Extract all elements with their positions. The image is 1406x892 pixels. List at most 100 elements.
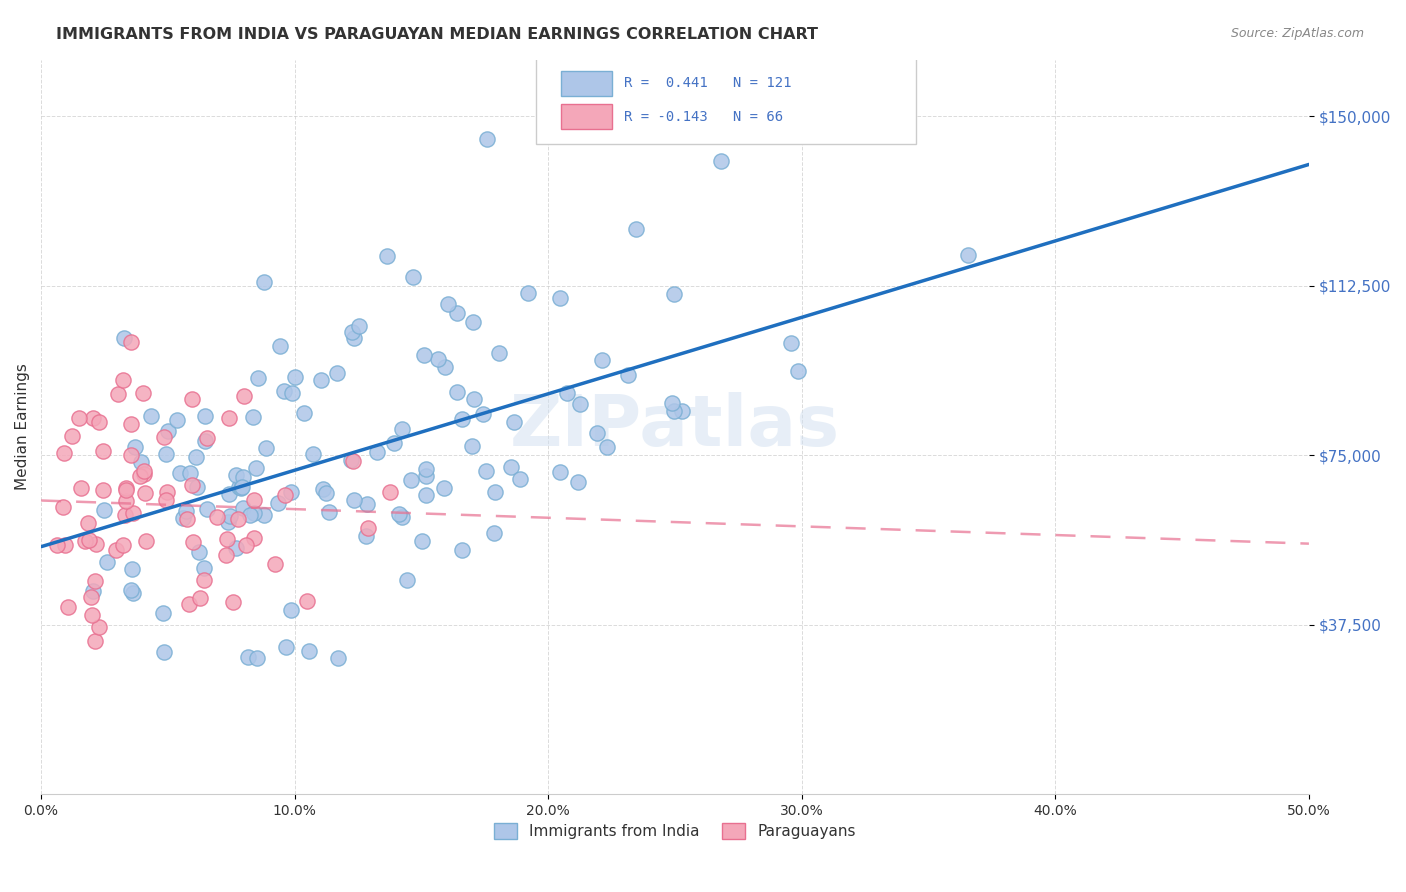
Immigrants from India: [503, 415, 526, 429]
Paraguayans: [114, 494, 136, 508]
Immigrants from India: [217, 515, 239, 529]
Paraguayans: [76, 516, 98, 530]
Paraguayans: [295, 594, 318, 608]
Paraguayans: [135, 534, 157, 549]
Immigrants from India: [179, 467, 201, 481]
Immigrants from India: [477, 131, 499, 145]
Immigrants from India: [187, 545, 209, 559]
Paraguayans: [120, 448, 142, 462]
Immigrants from India: [411, 534, 433, 549]
Immigrants from India: [326, 651, 349, 665]
Immigrants from India: [166, 413, 188, 427]
Immigrants from India: [96, 555, 118, 569]
Immigrants from India: [499, 459, 522, 474]
Paraguayans: [134, 467, 156, 481]
Paraguayans: [181, 534, 204, 549]
Immigrants from India: [624, 222, 647, 236]
Immigrants from India: [124, 440, 146, 454]
Immigrants from India: [252, 508, 274, 522]
Immigrants from India: [318, 505, 340, 519]
Immigrants from India: [242, 506, 264, 520]
Paraguayans: [69, 482, 91, 496]
Immigrants from India: [446, 384, 468, 399]
Immigrants from India: [415, 462, 437, 476]
Immigrants from India: [152, 607, 174, 621]
Paraguayans: [84, 537, 107, 551]
Paraguayans: [73, 533, 96, 548]
Immigrants from India: [315, 486, 337, 500]
Immigrants from India: [169, 467, 191, 481]
Immigrants from India: [401, 473, 423, 487]
Immigrants from India: [671, 403, 693, 417]
Immigrants from India: [402, 270, 425, 285]
Paraguayans: [79, 533, 101, 547]
Paraguayans: [181, 392, 204, 406]
Immigrants from India: [451, 412, 474, 426]
Paraguayans: [176, 512, 198, 526]
Paraguayans: [120, 334, 142, 349]
Paraguayans: [87, 620, 110, 634]
Immigrants from India: [567, 475, 589, 489]
Immigrants from India: [463, 392, 485, 406]
Paraguayans: [134, 486, 156, 500]
Immigrants from India: [509, 472, 531, 486]
Immigrants from India: [382, 435, 405, 450]
Immigrants from India: [427, 352, 450, 367]
Immigrants from India: [451, 543, 474, 558]
Immigrants from India: [474, 464, 496, 478]
Paraguayans: [342, 454, 364, 468]
Immigrants from India: [484, 485, 506, 500]
Immigrants from India: [591, 352, 613, 367]
Immigrants from India: [298, 644, 321, 658]
Immigrants from India: [662, 286, 685, 301]
Immigrants from India: [139, 409, 162, 423]
Immigrants from India: [225, 467, 247, 482]
Paraguayans: [243, 492, 266, 507]
Immigrants from India: [280, 485, 302, 500]
Paraguayans: [52, 500, 75, 514]
Immigrants from India: [112, 331, 135, 345]
Immigrants from India: [343, 331, 366, 345]
Immigrants from India: [82, 583, 104, 598]
Paraguayans: [128, 468, 150, 483]
Immigrants from India: [267, 496, 290, 510]
Immigrants from India: [661, 396, 683, 410]
Paraguayans: [378, 485, 401, 500]
Immigrants from India: [157, 424, 180, 438]
Immigrants from India: [131, 455, 153, 469]
Paraguayans: [111, 538, 134, 552]
Immigrants from India: [434, 360, 457, 375]
Paraguayans: [122, 506, 145, 520]
Immigrants from India: [517, 286, 540, 301]
Immigrants from India: [302, 447, 325, 461]
Immigrants from India: [432, 481, 454, 495]
Immigrants from India: [242, 409, 264, 424]
Immigrants from India: [194, 434, 217, 448]
Immigrants from India: [120, 582, 142, 597]
Immigrants from India: [231, 481, 253, 495]
Immigrants from India: [194, 409, 217, 424]
Text: Source: ZipAtlas.com: Source: ZipAtlas.com: [1230, 27, 1364, 40]
Paraguayans: [91, 483, 114, 497]
Immigrants from India: [548, 291, 571, 305]
Paraguayans: [153, 430, 176, 444]
Immigrants from India: [391, 509, 413, 524]
Immigrants from India: [174, 504, 197, 518]
Paraguayans: [156, 484, 179, 499]
Paraguayans: [53, 446, 76, 460]
Paraguayans: [111, 374, 134, 388]
Immigrants from India: [283, 370, 305, 384]
Immigrants from India: [186, 480, 208, 494]
Paraguayans: [180, 478, 202, 492]
Immigrants from India: [482, 525, 505, 540]
Immigrants from India: [312, 482, 335, 496]
Paraguayans: [243, 531, 266, 545]
Immigrants from India: [93, 503, 115, 517]
Immigrants from India: [195, 502, 218, 516]
Paraguayans: [80, 590, 103, 604]
Paraguayans: [205, 509, 228, 524]
Paraguayans: [188, 591, 211, 606]
Immigrants from India: [413, 348, 436, 362]
Immigrants from India: [155, 447, 177, 461]
Immigrants from India: [219, 509, 242, 524]
